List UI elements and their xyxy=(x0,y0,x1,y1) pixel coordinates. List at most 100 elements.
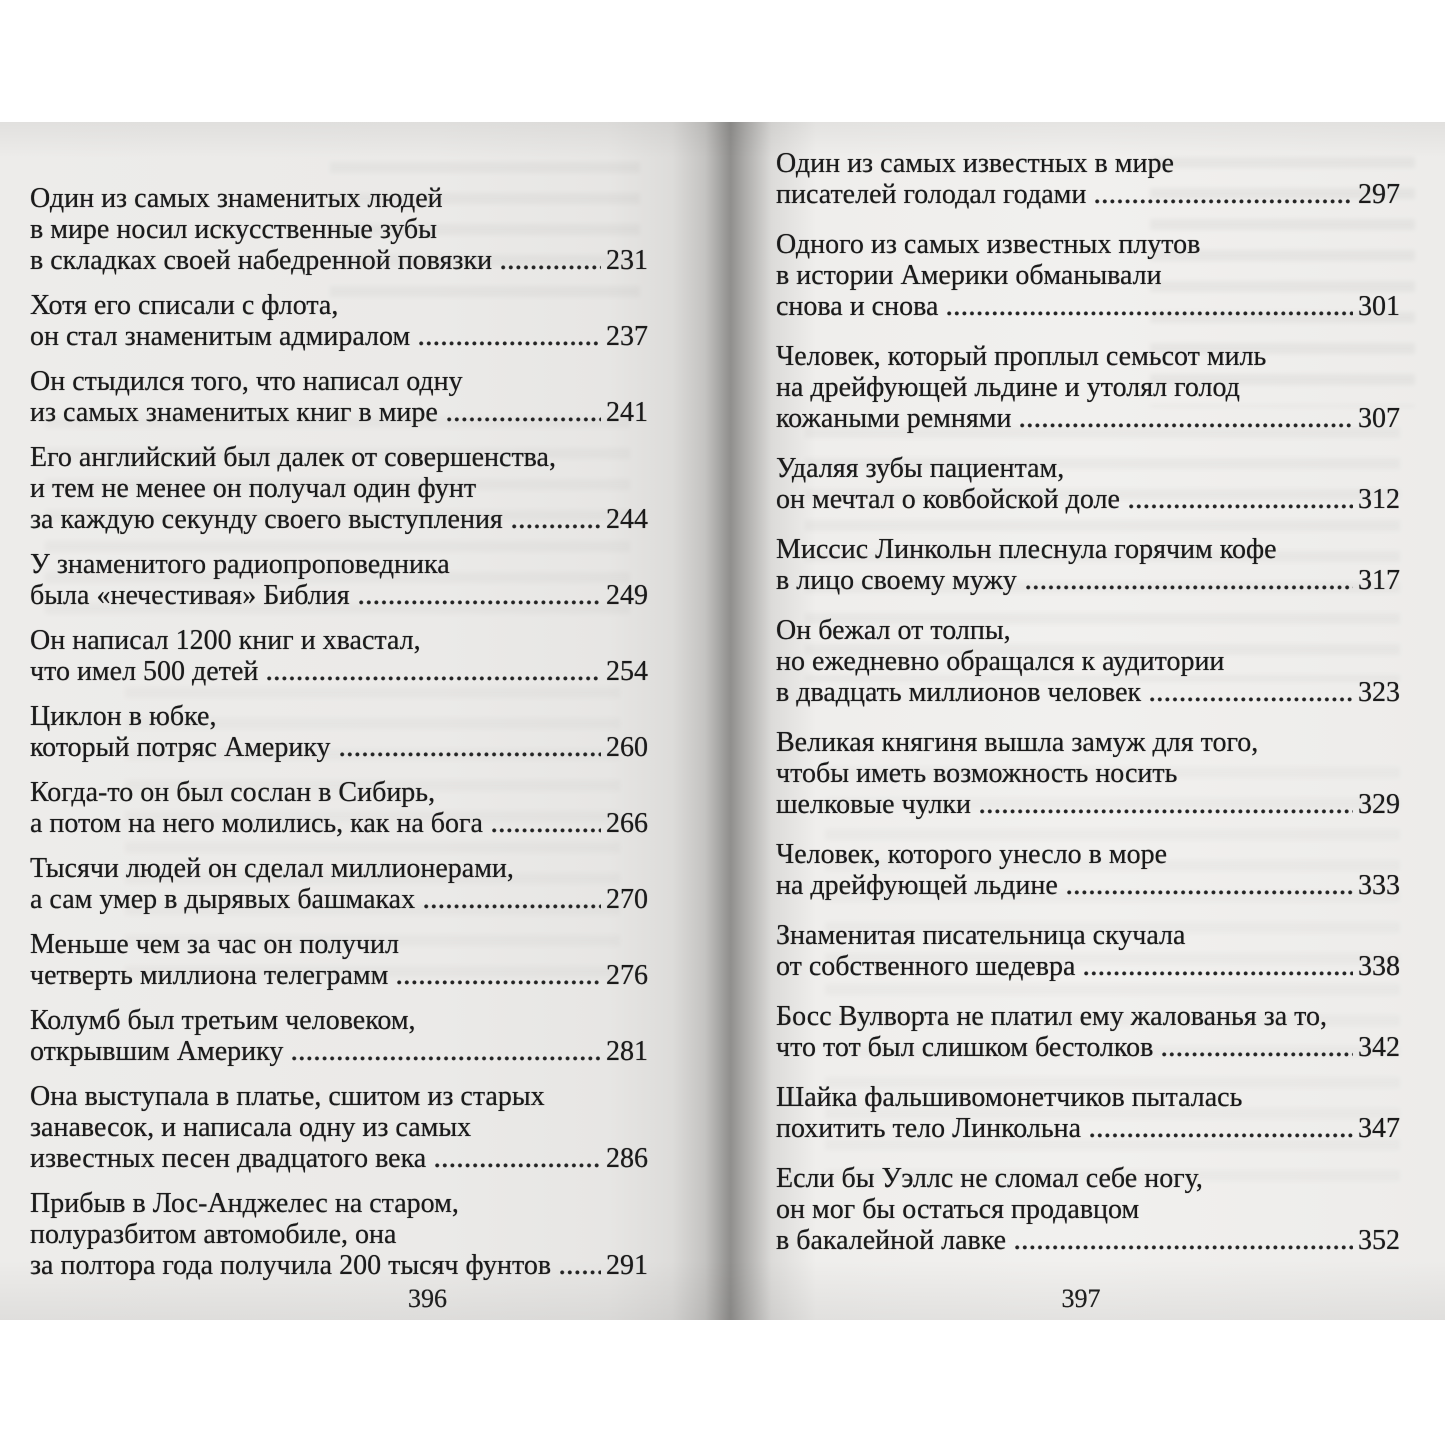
page-ref: 249 xyxy=(606,580,648,611)
book-photo: Один из самых знаменитых людей в мире нос… xyxy=(0,122,1445,1320)
toc-entry: Один из самых знаменитых людей в мире нос… xyxy=(30,183,648,276)
page-ref: 276 xyxy=(606,960,648,991)
dot-leader xyxy=(511,523,601,530)
toc-line-text: снова и снова xyxy=(776,291,939,322)
toc-entry: Миссис Линкольн плеснула горячим кофе в л… xyxy=(776,534,1400,596)
toc-line: Колумб был третьим человеком, xyxy=(30,1005,416,1036)
toc-entry: Человек, которого унесло в море на дрейфу… xyxy=(776,839,1400,901)
toc-line: в мире носил искусственные зубы xyxy=(30,214,437,245)
toc-entry: Удаляя зубы пациентам, он мечтал о ковбой… xyxy=(776,453,1400,515)
toc-line: Одного из самых известных плутов xyxy=(776,229,1201,260)
page-ref: 270 xyxy=(606,884,648,915)
book-spread: Один из самых знаменитых людей в мире нос… xyxy=(0,122,1445,1320)
dot-leader xyxy=(435,1162,601,1169)
toc-line: он мечтал о ковбойской доле 312 xyxy=(776,484,1400,515)
toc-entry: Шайка фальшивомонетчиков пыталась похитит… xyxy=(776,1082,1400,1144)
toc-line: полуразбитом автомобиле, она xyxy=(30,1219,397,1250)
page-ref: 333 xyxy=(1358,870,1400,901)
toc-entry: Меньше чем за час он получил четверть мил… xyxy=(30,929,648,991)
toc-line: Хотя его списали с флота, xyxy=(30,290,339,321)
dot-leader xyxy=(491,827,601,834)
toc-entry: Если бы Уэллс не сломал себе ногу, он мог… xyxy=(776,1163,1400,1256)
toc-line: и тем не менее он получал один фунт xyxy=(30,473,477,504)
page-ref: 286 xyxy=(606,1143,648,1174)
toc-line: в двадцать миллионов человек 323 xyxy=(776,677,1400,708)
page-ref: 281 xyxy=(606,1036,648,1067)
dot-leader xyxy=(1025,584,1353,591)
toc-line: в бакалейной лавке 352 xyxy=(776,1225,1400,1256)
toc-line: четверть миллиона телеграмм 276 xyxy=(30,960,648,991)
toc-line: Человек, который проплыл семьсот миль xyxy=(776,341,1267,372)
toc-line: была «нечестивая» Библия 249 xyxy=(30,580,648,611)
toc-line-text: который потряс Америку xyxy=(30,732,331,763)
toc-line: Он написал 1200 книг и хвастал, xyxy=(30,625,421,656)
toc-entry: Великая княгиня вышла замуж для того, что… xyxy=(776,727,1400,820)
toc-entry: Его английский был далек от совершенства… xyxy=(30,442,648,535)
toc-line-text: открывшим Америку xyxy=(30,1036,284,1067)
right-page: Один из самых известных в мире писателей … xyxy=(723,122,1445,1320)
dot-leader xyxy=(947,310,1353,317)
toc-line-text: а сам умер в дырявых башмаках xyxy=(30,884,416,915)
toc-line: занавесок, и написала одну из самых xyxy=(30,1112,472,1143)
toc-line: на дрейфующей льдине 333 xyxy=(776,870,1400,901)
dot-leader xyxy=(501,264,601,271)
dot-leader xyxy=(267,675,601,682)
toc-entry: У знаменитого радиопроповедника была «неч… xyxy=(30,549,648,611)
toc-entry: Тысячи людей он сделал миллионерами, а са… xyxy=(30,853,648,915)
dot-leader xyxy=(292,1055,601,1062)
page-ref: 254 xyxy=(606,656,648,687)
toc-line-text: за полтора года получила 200 тысяч фунто… xyxy=(30,1250,552,1281)
toc-line: Человек, которого унесло в море xyxy=(776,839,1168,870)
toc-line: шелковые чулки 329 xyxy=(776,789,1400,820)
toc-line-text: в бакалейной лавке xyxy=(776,1225,1007,1256)
toc-line: У знаменитого радиопроповедника xyxy=(30,549,450,580)
toc-line: он стал знаменитым адмиралом 237 xyxy=(30,321,648,352)
dot-leader xyxy=(1090,1132,1353,1139)
page-ref: 323 xyxy=(1358,677,1400,708)
page-ref: 301 xyxy=(1358,291,1400,322)
toc-entry: Человек, который проплыл семьсот миль на … xyxy=(776,341,1400,434)
toc-line-text: что тот был слишком бестолков xyxy=(776,1032,1154,1063)
dot-leader xyxy=(1084,970,1353,977)
toc-line-text: была «нечестивая» Библия xyxy=(30,580,350,611)
toc-line-text: известных песен двадцатого века xyxy=(30,1143,427,1174)
toc-line: Шайка фальшивомонетчиков пыталась xyxy=(776,1082,1243,1113)
dot-leader xyxy=(1162,1051,1353,1058)
toc-line: что имел 500 детей 254 xyxy=(30,656,648,687)
toc-line: Прибыв в Лос-Анджелес на старом, xyxy=(30,1188,459,1219)
toc-line: Когда-то он был сослан в Сибирь, xyxy=(30,777,436,808)
toc-entry: Хотя его списали с флота, он стал знамени… xyxy=(30,290,648,352)
toc-entries-right: Один из самых известных в мире писателей … xyxy=(776,148,1400,1256)
toc-line: Она выступала в платье, сшитом из старых xyxy=(30,1081,545,1112)
dot-leader xyxy=(339,751,601,758)
dot-leader xyxy=(446,416,601,423)
toc-line: снова и снова 301 xyxy=(776,291,1400,322)
toc-entry: Одного из самых известных плутов в истори… xyxy=(776,229,1400,322)
toc-line: в лицо своему мужу 317 xyxy=(776,565,1400,596)
toc-line: кожаными ремнями 307 xyxy=(776,403,1400,434)
page-ref: 338 xyxy=(1358,951,1400,982)
toc-line: Удаляя зубы пациентам, xyxy=(776,453,1065,484)
page-ref: 347 xyxy=(1358,1113,1400,1144)
toc-line: Циклон в юбке, xyxy=(30,701,217,732)
toc-line: Он бежал от толпы, xyxy=(776,615,1011,646)
dot-leader xyxy=(1095,198,1353,205)
toc-entry: Колумб был третьим человеком, открывшим А… xyxy=(30,1005,648,1067)
toc-entry: Знаменитая писательница скучала от собств… xyxy=(776,920,1400,982)
toc-entry: Циклон в юбке, который потряс Америку 260 xyxy=(30,701,648,763)
page-ref: 307 xyxy=(1358,403,1400,434)
page-ref: 342 xyxy=(1358,1032,1400,1063)
page-ref: 244 xyxy=(606,504,648,535)
toc-entry: Босс Вулворта не платил ему жалованья за… xyxy=(776,1001,1400,1063)
toc-line-text: а потом на него молились, как на бога xyxy=(30,808,483,839)
toc-line: Один из самых знаменитых людей xyxy=(30,183,443,214)
toc-line: Босс Вулворта не платил ему жалованья за… xyxy=(776,1001,1328,1032)
page-ref: 266 xyxy=(606,808,648,839)
toc-line: в складках своей набедренной повязки 231 xyxy=(30,245,648,276)
toc-line: который потряс Америку 260 xyxy=(30,732,648,763)
dot-leader xyxy=(1128,503,1353,510)
toc-line: а сам умер в дырявых башмаках 270 xyxy=(30,884,648,915)
dot-leader xyxy=(980,808,1353,815)
page-number-right: 397 xyxy=(1061,1284,1101,1313)
page-number-left: 396 xyxy=(408,1284,447,1313)
